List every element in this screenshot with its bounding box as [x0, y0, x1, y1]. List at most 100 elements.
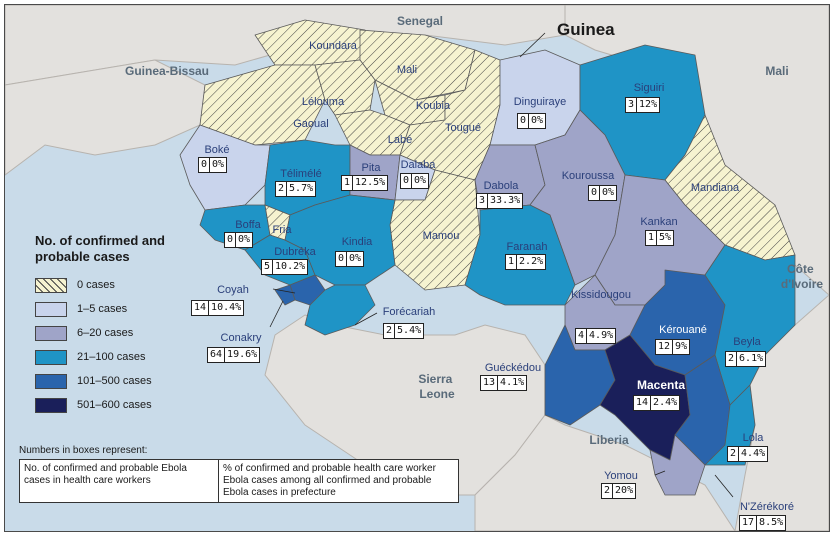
hcw-percent: 8.5% [756, 516, 785, 530]
hcw-count: 2 [730, 448, 737, 459]
guinea-map: Senegal Mali Guinea-Bissau Côte d'Ivoire… [5, 5, 829, 531]
legend-swatch [35, 301, 67, 317]
legend: No. of confirmed and probable cases 0 ca… [35, 233, 215, 417]
label-yomou: Yomou [604, 470, 638, 482]
legend-label: 21–100 cases [77, 351, 146, 363]
label-pita: Pita [362, 162, 382, 174]
pref-lola [704, 384, 756, 466]
label-dabola: Dabola [484, 180, 520, 192]
cote-divoire-line2: d'Ivoire [781, 277, 824, 291]
box-faranah: 1 2.2% [505, 254, 547, 270]
hcw-count: 0 [403, 175, 410, 186]
hcw-count: 0 [520, 115, 527, 126]
pref-forecariah [304, 284, 376, 336]
hcw-percent: 5.4% [394, 324, 423, 338]
hcw-count: 12 [658, 341, 671, 352]
label-kankan: Kankan [640, 216, 677, 228]
label-mandiana: Mandiana [691, 182, 740, 194]
box-gueckedou: 13 4.1% [480, 375, 528, 391]
pref-yomou [649, 434, 706, 496]
hcw-percent: 33.3% [487, 194, 522, 208]
hcw-count: 2 [278, 183, 285, 194]
cote-divoire-line1: Côte [787, 262, 814, 276]
hcw-percent: 6.1% [736, 352, 765, 366]
hcw-count: 2 [386, 325, 393, 336]
box-dubreka: 5 10.2% [261, 259, 309, 275]
map-frame: Senegal Mali Guinea-Bissau Côte d'Ivoire… [4, 4, 830, 532]
legend-swatch [35, 325, 67, 341]
hcw-count: 3 [479, 195, 486, 206]
guinea-bissau-land [5, 59, 206, 176]
hcw-percent: 19.6% [224, 348, 259, 362]
leader-forecariah [354, 312, 378, 326]
country-label-guinea-bissau: Guinea-Bissau [125, 64, 209, 78]
box-dinguiraye: 0 0% [517, 113, 547, 129]
label-boke: Boké [204, 144, 229, 156]
hcw-percent: 12.5% [352, 176, 387, 190]
box-yomou: 2 20% [601, 483, 637, 499]
hcw-count: 0 [227, 234, 234, 245]
hcw-count: 0 [591, 187, 598, 198]
label-kerouane: Kérouané [659, 324, 707, 336]
leader-coyah [272, 288, 296, 294]
country-label-mali: Mali [765, 64, 788, 78]
sierra-leone-line2: Leone [419, 387, 455, 401]
hcw-count: 14 [194, 302, 207, 313]
hcw-percent: 4.9% [586, 329, 615, 343]
legend-label: 6–20 cases [77, 327, 134, 339]
label-siguiri: Siguiri [634, 82, 665, 94]
hcw-count: 14 [636, 397, 649, 408]
label-nzerekore: N'Zérékoré [740, 501, 794, 513]
hcw-percent: 2.2% [516, 255, 545, 269]
label-koubia: Koubia [416, 100, 451, 112]
legend-swatch-hatched [35, 277, 67, 293]
label-conakry: Conakry [221, 332, 262, 344]
country-label-cote-divoire: Côte d'Ivoire [781, 262, 824, 291]
neighbor-land [5, 5, 829, 531]
hcw-percent: 0% [599, 186, 616, 200]
label-dalaba: Dalaba [401, 159, 437, 171]
note-col-count: No. of confirmed and probable Ebola case… [20, 460, 219, 502]
label-lelouma: Lélouma [302, 96, 345, 108]
box-kouroussa: 0 0% [588, 185, 618, 201]
label-kouroussa: Kouroussa [562, 170, 615, 182]
hcw-percent: 4.1% [497, 376, 526, 390]
label-dubreka: Dubréka [274, 246, 316, 258]
pref-mali [359, 29, 476, 101]
box-explanation-note: Numbers in boxes represent: No. of confi… [19, 445, 459, 503]
hcw-count: 4 [578, 330, 585, 341]
box-pita: 1 12.5% [341, 175, 389, 191]
label-mamou: Mamou [423, 230, 460, 242]
hcw-count: 2 [728, 353, 735, 364]
country-label-liberia: Liberia [589, 433, 629, 447]
label-macenta: Macenta [637, 378, 685, 392]
hcw-count: 1 [508, 256, 515, 267]
box-dabola: 3 33.3% [476, 193, 524, 209]
leader-yomou [654, 470, 666, 476]
hcw-percent: 5.7% [286, 182, 315, 196]
legend-label: 1–5 cases [77, 303, 128, 315]
legend-item-5: 501–600 cases [35, 393, 215, 417]
note-col-percent: % of confirmed and probable health care … [223, 463, 436, 498]
hcw-percent: 12% [636, 98, 659, 112]
leader-lines [269, 32, 734, 498]
label-dinguiraye: Dinguiraye [514, 96, 567, 108]
box-conakry: 64 19.6% [207, 347, 261, 363]
label-mali: Mali [397, 64, 417, 76]
hcw-percent: 0% [209, 158, 226, 172]
box-boke: 0 0% [198, 157, 228, 173]
hcw-percent: 0% [528, 114, 545, 128]
legend-item-2: 6–20 cases [35, 321, 215, 345]
leader-guinea [519, 32, 546, 58]
label-gueckedou: Guéckédou [485, 362, 541, 374]
sierra-leone-line1: Sierra [418, 372, 452, 386]
box-kankan: 1 5% [645, 230, 675, 246]
hcw-count: 2 [604, 485, 611, 496]
legend-title: No. of confirmed and probable cases [35, 233, 165, 264]
hcw-count: 1 [344, 177, 351, 188]
box-telimele: 2 5.7% [275, 181, 317, 197]
hcw-count: 5 [264, 261, 271, 272]
hcw-percent: 0% [411, 174, 428, 188]
legend-label: 501–600 cases [77, 399, 152, 411]
box-siguiri: 3 12% [625, 97, 661, 113]
